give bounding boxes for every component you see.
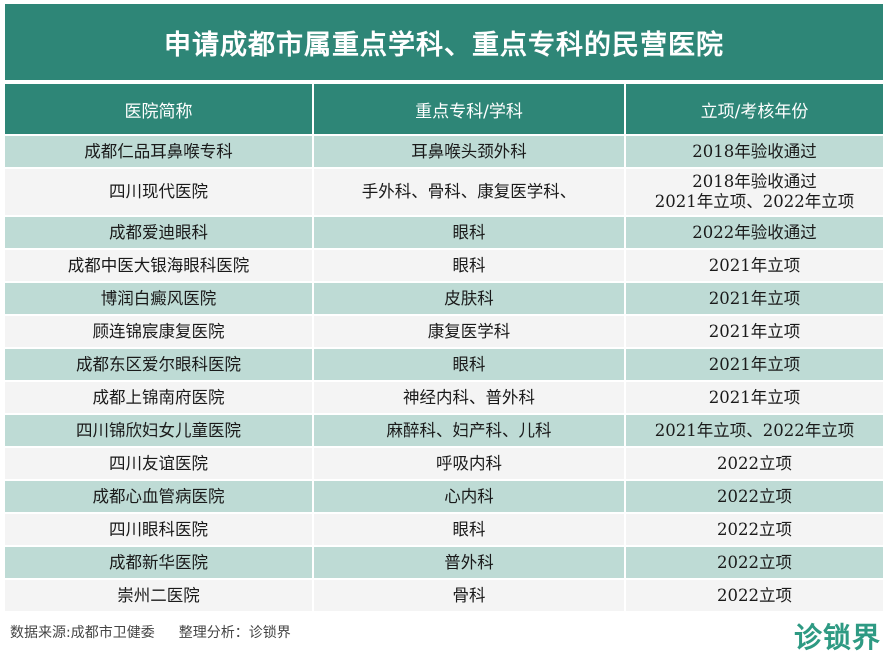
table-row: 四川现代医院 手外科、骨科、康复医学科、 2018年验收通过 2021年立项、2022… <box>5 167 883 216</box>
hospital-name-cell: 成都爱迪眼科 <box>5 215 313 249</box>
year-cell: 2022立项 <box>624 479 883 513</box>
year-cell: 2021年立项 <box>624 380 883 414</box>
table-row: 四川锦欣妇女儿童医院 麻醉科、妇产科、儿科 2021年立项、2022年立项 <box>5 413 883 447</box>
year-cell: 2021年立项 <box>624 347 883 381</box>
specialty-cell: 呼吸内科 <box>312 446 625 480</box>
specialty-cell: 心内科 <box>312 479 625 513</box>
hospital-name-cell: 顾连锦宸康复医院 <box>5 314 313 348</box>
year-line: 2022年验收通过 <box>692 222 817 242</box>
table-row: 顾连锦宸康复医院 康复医学科 2021年立项 <box>5 314 883 348</box>
year-line: 2021年立项 <box>708 255 801 275</box>
specialty-cell: 神经内科、普外科 <box>312 380 625 414</box>
hospital-name-cell: 成都新华医院 <box>5 545 313 579</box>
specialty-cell: 耳鼻喉头颈外科 <box>312 134 625 168</box>
year-line: 2022立项 <box>717 585 792 605</box>
hospital-name-cell: 成都东区爱尔眼科医院 <box>5 347 313 381</box>
year-cell: 2022立项 <box>624 512 883 546</box>
year-cell: 2022立项 <box>624 578 883 611</box>
year-cell: 2021年立项 <box>624 248 883 282</box>
year-cell: 2018年验收通过 <box>624 134 883 168</box>
specialty-cell: 麻醉科、妇产科、儿科 <box>312 413 625 447</box>
year-cell: 2018年验收通过 2021年立项、2022年立项 <box>624 167 883 216</box>
table-row: 成都仁品耳鼻喉专科 耳鼻喉头颈外科 2018年验收通过 <box>5 134 883 168</box>
table-row: 成都上锦南府医院 神经内科、普外科 2021年立项 <box>5 380 883 414</box>
year-cell: 2022年验收通过 <box>624 215 883 249</box>
year-cell: 2021年立项 <box>624 281 883 315</box>
data-source: 数据来源:成都市卫健委 <box>10 625 155 641</box>
table-row: 四川友谊医院 呼吸内科 2022立项 <box>5 446 883 480</box>
hospital-name-cell: 成都心血管病医院 <box>5 479 313 513</box>
table-header-row: 医院简称 重点专科/学科 立项/考核年份 <box>5 84 883 135</box>
year-line: 2021年立项 <box>708 288 801 308</box>
hospital-name-cell: 四川眼科医院 <box>5 512 313 546</box>
specialty-cell: 眼科 <box>312 248 625 282</box>
page-title: 申请成都市属重点学科、重点专科的民营医院 <box>5 4 883 80</box>
year-line: 2021年立项、2022年立项 <box>654 192 855 211</box>
year-line: 2021年立项 <box>708 387 801 407</box>
column-header-year: 立项/考核年份 <box>624 84 883 135</box>
year-line: 2018年验收通过 <box>692 141 817 161</box>
year-cell: 2022立项 <box>624 545 883 579</box>
year-line: 2018年验收通过 <box>692 172 817 191</box>
footer-note: 数据来源:成都市卫健委 整理分析：诊锁界 <box>10 622 291 642</box>
specialty-cell: 皮肤科 <box>312 281 625 315</box>
hospital-name-cell: 四川现代医院 <box>5 167 313 216</box>
specialty-cell: 眼科 <box>312 215 625 249</box>
analysis-credit: 整理分析：诊锁界 <box>178 625 291 641</box>
specialty-cell: 骨科 <box>312 578 625 611</box>
hospital-table: 医院简称 重点专科/学科 立项/考核年份 成都仁品耳鼻喉专科 耳鼻喉头颈外科 201… <box>5 84 883 611</box>
table-row: 四川眼科医院 眼科 2022立项 <box>5 512 883 546</box>
year-line: 2022立项 <box>717 519 792 539</box>
column-header-hospital: 医院简称 <box>5 84 313 135</box>
table-row: 崇州二医院 骨科 2022立项 <box>5 578 883 611</box>
year-line: 2021年立项 <box>708 354 801 374</box>
column-header-specialty: 重点专科/学科 <box>312 84 625 135</box>
hospital-name-cell: 崇州二医院 <box>5 578 313 611</box>
hospital-name-cell: 四川锦欣妇女儿童医院 <box>5 413 313 447</box>
table-row: 成都东区爱尔眼科医院 眼科 2021年立项 <box>5 347 883 381</box>
table-row: 成都新华医院 普外科 2022立项 <box>5 545 883 579</box>
year-line: 2021年立项、2022年立项 <box>654 420 855 440</box>
specialty-cell: 普外科 <box>312 545 625 579</box>
hospital-name-cell: 成都仁品耳鼻喉专科 <box>5 134 313 168</box>
specialty-cell: 康复医学科 <box>312 314 625 348</box>
hospital-name-cell: 博润白癜风医院 <box>5 281 313 315</box>
hospital-name-cell: 成都中医大银海眼科医院 <box>5 248 313 282</box>
table-body: 成都仁品耳鼻喉专科 耳鼻喉头颈外科 2018年验收通过 四川现代医院 手外科、骨科、康复… <box>5 134 883 611</box>
brand-logo: 诊锁界 <box>793 621 881 654</box>
hospital-name-cell: 四川友谊医院 <box>5 446 313 480</box>
year-cell: 2022立项 <box>624 446 883 480</box>
table-row: 成都心血管病医院 心内科 2022立项 <box>5 479 883 513</box>
year-cell: 2021年立项、2022年立项 <box>624 413 883 447</box>
specialty-cell: 眼科 <box>312 347 625 381</box>
hospital-name-cell: 成都上锦南府医院 <box>5 380 313 414</box>
table-row: 成都爱迪眼科 眼科 2022年验收通过 <box>5 215 883 249</box>
year-line: 2021年立项 <box>708 321 801 341</box>
year-line: 2022立项 <box>717 453 792 473</box>
specialty-cell: 眼科 <box>312 512 625 546</box>
table-row: 成都中医大银海眼科医院 眼科 2021年立项 <box>5 248 883 282</box>
specialty-cell: 手外科、骨科、康复医学科、 <box>312 167 625 216</box>
table-row: 博润白癜风医院 皮肤科 2021年立项 <box>5 281 883 315</box>
year-line: 2022立项 <box>717 552 792 572</box>
year-line: 2022立项 <box>717 486 792 506</box>
year-cell: 2021年立项 <box>624 314 883 348</box>
